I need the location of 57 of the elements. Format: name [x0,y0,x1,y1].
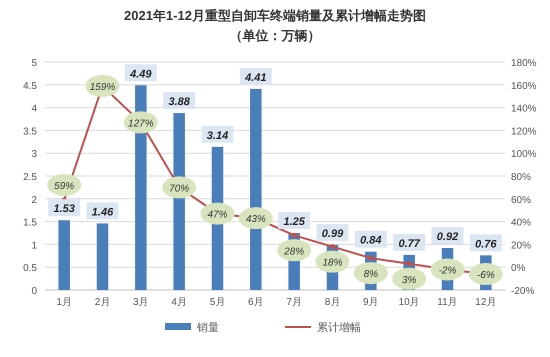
y-tick-label: 3 [31,149,38,160]
x-tick-label: 1月 [56,297,72,308]
data-label: 3.88 [168,96,191,108]
data-label: 1.53 [53,203,75,216]
legend-label: 销量 [196,322,219,334]
y-tick-label: 2.5 [23,172,38,183]
x-tick-label: 11月 [437,297,458,308]
y-tick-label: 5 [31,58,38,69]
x-tick-label: 7月 [286,297,302,308]
y-tick-label: 1 [31,240,38,252]
x-tick-label: 9月 [363,297,379,308]
data-label: 3% [402,274,416,286]
y2-tick-label: 100% [511,149,537,160]
x-tick-label: 10月 [398,297,420,308]
x-tick-label: 12月 [475,297,496,308]
data-label: 28% [283,246,304,258]
data-label: 0.92 [436,231,458,244]
y-tick-label: 3.5 [23,126,38,138]
x-tick-label: 2月 [94,297,110,308]
x-tick-label: 8月 [324,297,340,308]
data-label: 59% [54,180,74,192]
data-label: 1.25 [283,216,306,228]
y2-tick-label: 60% [511,194,532,206]
data-label: 1.46 [92,206,114,218]
y2-tick-label: 20% [511,240,532,252]
y2-tick-label: 120% [511,126,537,138]
bar [58,220,70,290]
data-label: 3.14 [206,130,228,142]
x-tick-label: 3月 [133,297,149,308]
y2-tick-label: 80% [511,172,532,183]
data-label: 0.84 [360,234,382,247]
data-label: 0.99 [322,228,344,240]
chart-subtitle: （单位：万辆） [230,28,320,43]
y-tick-label: 0.5 [23,263,38,274]
data-label: 18% [322,258,343,269]
data-label: 4.49 [129,68,152,80]
x-tick-label: 6月 [248,297,264,308]
y2-tick-label: 180% [511,58,537,69]
y2-tick-label: 0% [511,263,526,274]
data-label: 4.41 [244,72,267,84]
chart-title: 2021年1-12月重型自卸车终端销量及累计增幅走势图 [124,8,426,23]
bar [96,223,108,290]
legend-label: 累计增幅 [317,321,361,334]
x-tick-label: 4月 [171,297,187,308]
y-tick-label: 4.5 [23,80,38,92]
y-tick-label: 2 [31,194,38,206]
data-label: 0.76 [475,238,498,250]
data-label: 8% [364,269,378,280]
y2-tick-label: 40% [511,218,532,229]
y2-tick-label: 140% [511,104,537,115]
y-tick-label: 0 [31,286,38,297]
x-tick-label: 5月 [210,297,226,308]
y-tick-label: 1.5 [23,218,38,229]
data-label: 0.77 [398,238,421,250]
y2-tick-label: 160% [511,80,537,92]
y2-tick-label: -20% [511,286,534,297]
y-tick-label: 4 [31,104,38,115]
